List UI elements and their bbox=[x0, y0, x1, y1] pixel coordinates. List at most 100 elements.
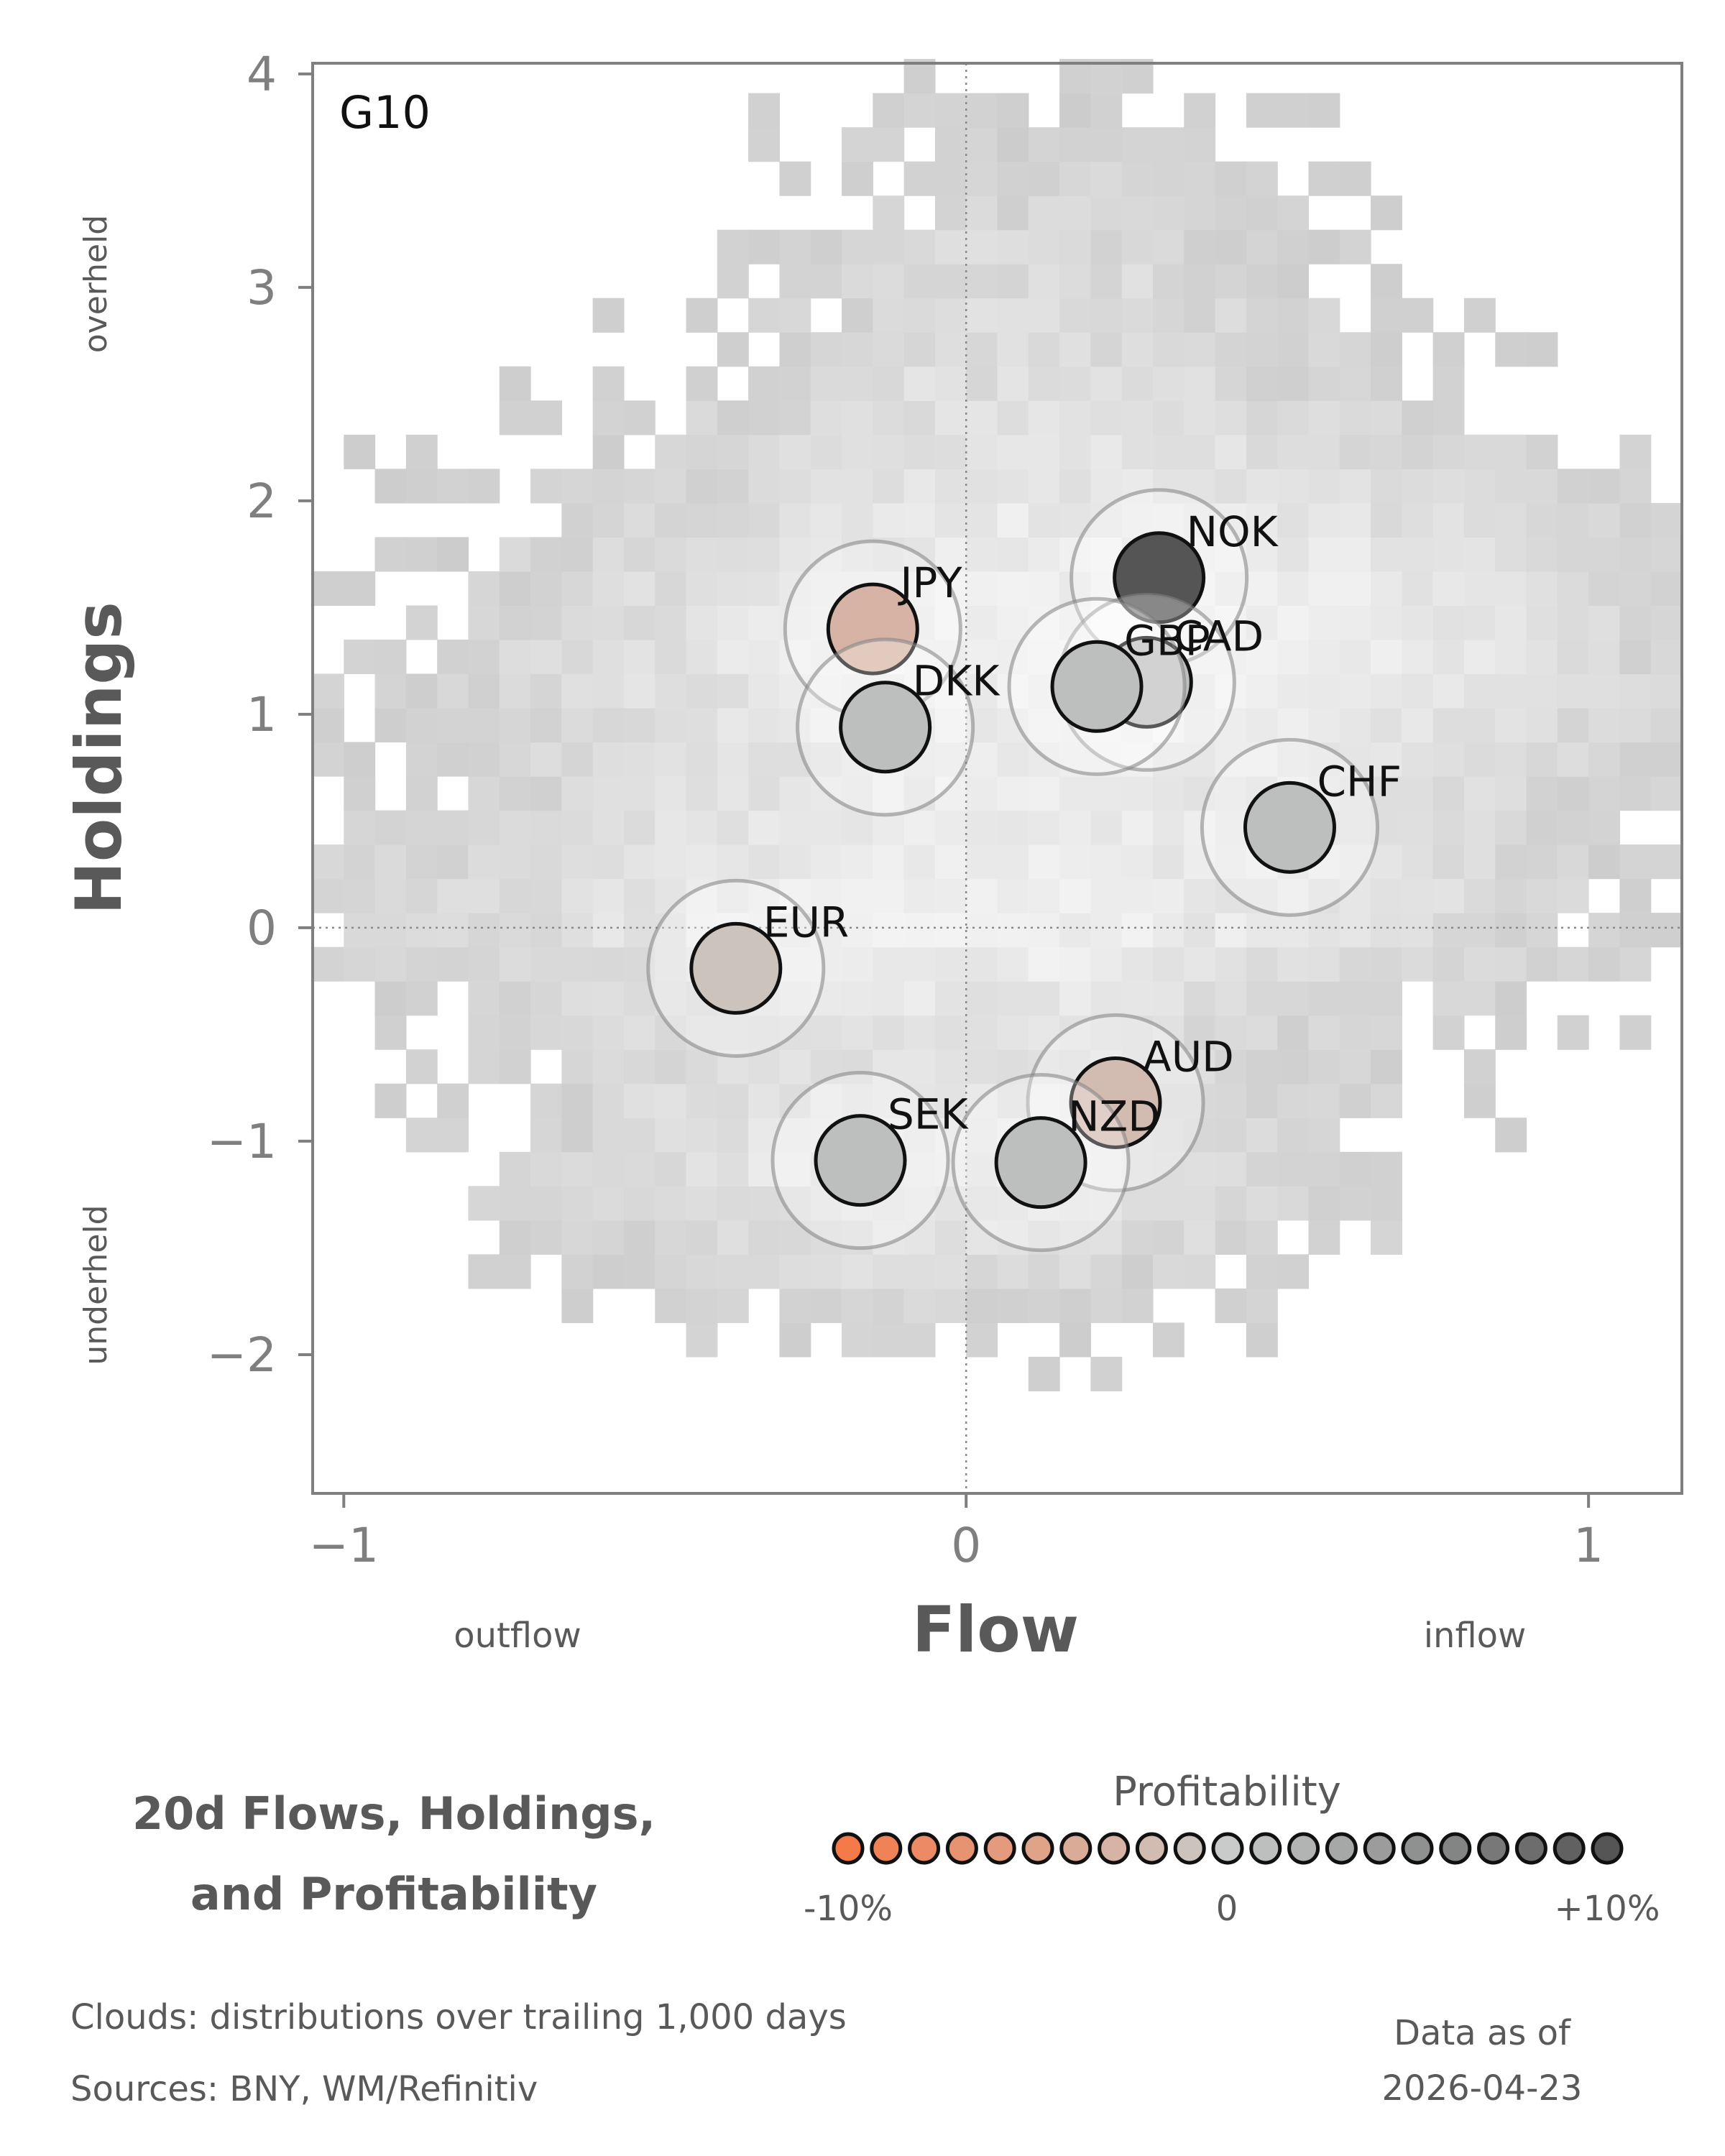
legend-swatch-16 bbox=[1439, 1832, 1472, 1865]
cloud-cell-875 bbox=[1246, 400, 1278, 436]
cloud-cell-170 bbox=[592, 434, 625, 469]
cloud-cell-947 bbox=[1339, 1186, 1371, 1221]
cloud-cell-818 bbox=[1215, 1151, 1247, 1187]
cloud-cell-287 bbox=[748, 1186, 781, 1221]
cloud-cell-546 bbox=[966, 571, 998, 607]
cloud-cell-775 bbox=[1152, 264, 1184, 299]
cloud-cell-1042 bbox=[1463, 1083, 1496, 1118]
cloud-cell-1080 bbox=[1495, 434, 1527, 469]
cloud-cell-551 bbox=[966, 400, 998, 436]
cloud-cell-270 bbox=[717, 776, 749, 811]
cloud-cell-824 bbox=[1215, 946, 1247, 982]
cloud-cell-915 bbox=[1277, 93, 1310, 128]
cloud-cell-1072 bbox=[1495, 707, 1527, 743]
cloud-cell-30 bbox=[405, 1118, 438, 1153]
cloud-cell-555 bbox=[966, 264, 998, 299]
cloud-cell-1151 bbox=[1650, 605, 1683, 640]
cloud-cell-169 bbox=[592, 469, 625, 504]
y-tick-label-2: 0 bbox=[247, 900, 277, 956]
cloud-cell-106 bbox=[530, 946, 562, 982]
cloud-cell-556 bbox=[966, 229, 998, 264]
cloud-cell-796 bbox=[1184, 707, 1216, 743]
cloud-cell-284 bbox=[717, 229, 749, 264]
cloud-cell-24 bbox=[374, 810, 407, 845]
cloud-cell-467 bbox=[903, 810, 936, 845]
cloud-cell-155 bbox=[592, 946, 625, 982]
cloud-cell-20 bbox=[374, 946, 407, 982]
cloud-cell-285 bbox=[748, 1254, 781, 1289]
cloud-cell-253 bbox=[686, 366, 718, 401]
point-label-aud: AUD bbox=[1143, 1032, 1234, 1081]
cloud-cell-634 bbox=[1059, 1288, 1091, 1323]
cloud-cell-1118 bbox=[1588, 776, 1621, 811]
legend-swatch-3 bbox=[945, 1832, 978, 1865]
cloud-cell-219 bbox=[655, 605, 687, 640]
cloud-cell-884 bbox=[1277, 1254, 1310, 1289]
cloud-cell-332 bbox=[779, 776, 811, 811]
cloud-cell-42 bbox=[405, 605, 438, 640]
cloud-cell-989 bbox=[1371, 673, 1402, 709]
cloud-cell-7 bbox=[344, 946, 376, 982]
cloud-cell-545 bbox=[966, 605, 998, 640]
cloud-cell-319 bbox=[779, 1220, 811, 1255]
cloud-cell-971 bbox=[1339, 332, 1371, 367]
cloud-cell-758 bbox=[1152, 844, 1184, 880]
cloud-cell-682 bbox=[1090, 946, 1123, 982]
cloud-cell-672 bbox=[1090, 1288, 1123, 1323]
legend-swatch-6 bbox=[1059, 1832, 1092, 1865]
cloud-cell-92 bbox=[499, 673, 531, 709]
cloud-cell-815 bbox=[1215, 1288, 1247, 1323]
cloud-cell-804 bbox=[1184, 434, 1216, 469]
cloud-cell-870 bbox=[1246, 571, 1278, 607]
cloud-cell-1135 bbox=[1619, 707, 1652, 743]
cloud-cell-847 bbox=[1215, 161, 1247, 196]
cloud-cell-957 bbox=[1339, 810, 1371, 845]
cloud-cell-937 bbox=[1308, 502, 1340, 538]
cloud-cell-698 bbox=[1090, 400, 1123, 436]
cloud-cell-485 bbox=[903, 161, 936, 196]
cloud-cell-272 bbox=[717, 707, 749, 743]
cloud-cell-536 bbox=[966, 913, 998, 948]
cloud-cell-876 bbox=[1246, 366, 1278, 401]
cloud-cell-468 bbox=[903, 776, 936, 811]
cloud-cell-723 bbox=[1121, 810, 1154, 845]
cloud-cell-879 bbox=[1246, 264, 1278, 299]
cloud-cell-1109 bbox=[1557, 605, 1589, 640]
cloud-cell-1112 bbox=[1557, 502, 1589, 538]
cloud-cell-466 bbox=[903, 844, 936, 880]
cloud-cell-157 bbox=[592, 878, 625, 913]
cloud-cell-533 bbox=[966, 1015, 998, 1050]
y-tick-label-0: −2 bbox=[207, 1327, 277, 1383]
cloud-cell-82 bbox=[499, 1015, 531, 1050]
cloud-cell-140 bbox=[561, 639, 594, 675]
cloud-cell-670 bbox=[1059, 59, 1091, 94]
point-eur bbox=[646, 878, 826, 1058]
cloud-cell-478 bbox=[903, 434, 936, 469]
point-jpy bbox=[783, 539, 962, 719]
cloud-cell-671 bbox=[1090, 1356, 1123, 1392]
cloud-cell-909 bbox=[1277, 366, 1310, 401]
cloud-cell-548 bbox=[966, 502, 998, 538]
cloud-cell-125 bbox=[561, 1151, 594, 1187]
point-marker-chf bbox=[1243, 780, 1336, 874]
cloud-cell-324 bbox=[779, 1049, 811, 1084]
cloud-cell-304 bbox=[748, 605, 781, 640]
cloud-cell-427 bbox=[873, 946, 905, 982]
cloud-cell-922 bbox=[1308, 1015, 1340, 1050]
cloud-cell-647 bbox=[1059, 844, 1091, 880]
cloud-cell-1131 bbox=[1619, 878, 1652, 913]
cloud-cell-1065 bbox=[1495, 946, 1527, 982]
cloud-cell-1056 bbox=[1463, 571, 1496, 607]
cloud-cell-558 bbox=[966, 161, 998, 196]
cloud-cell-571 bbox=[997, 946, 1029, 982]
cloud-cell-888 bbox=[1277, 1083, 1310, 1118]
cloud-cell-788 bbox=[1184, 981, 1216, 1016]
cloud-cell-1101 bbox=[1557, 878, 1589, 913]
cloud-cell-1113 bbox=[1557, 469, 1589, 504]
cloud-cell-222 bbox=[655, 502, 687, 538]
cloud-cell-665 bbox=[1059, 229, 1091, 264]
cloud-cell-202 bbox=[655, 1186, 687, 1221]
cloud-cell-334 bbox=[779, 707, 811, 743]
cloud-cell-197 bbox=[623, 469, 656, 504]
cloud-cell-946 bbox=[1308, 93, 1340, 128]
